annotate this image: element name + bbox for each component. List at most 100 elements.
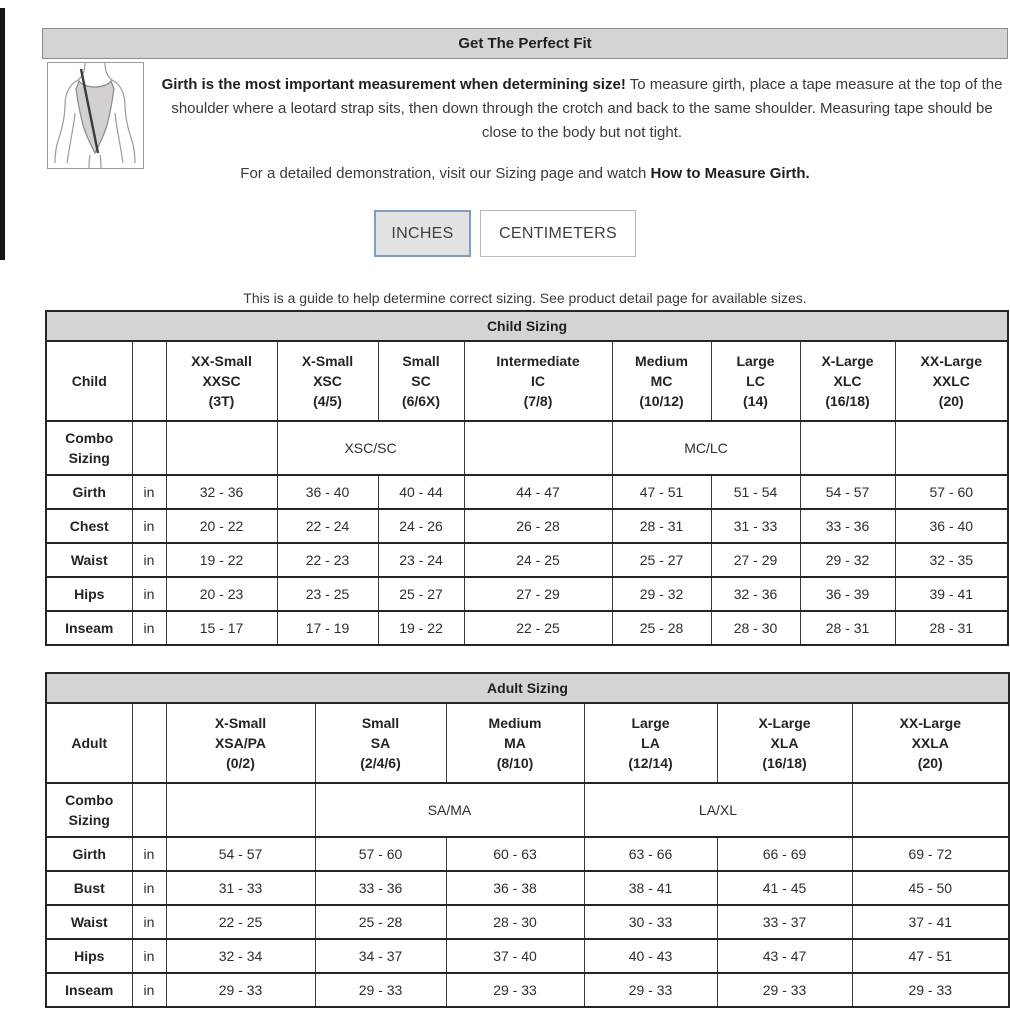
adult-value-cell: 32 - 34 <box>165 938 316 974</box>
adult-value-cell: 29 - 33 <box>314 972 447 1008</box>
child-size-column-header: XX-Small XXSC (3T) <box>165 340 278 422</box>
child-size-column-header: Large LC (14) <box>710 340 801 422</box>
girth-instructions: Girth is the most important measurement … <box>156 73 1008 145</box>
adult-unit-cell: in <box>131 870 167 906</box>
adult-value-cell: 31 - 33 <box>165 870 316 906</box>
adult-value-cell: 69 - 72 <box>851 836 1010 872</box>
child-value-cell: 32 - 36 <box>710 576 801 612</box>
child-value-cell: 32 - 35 <box>894 542 1009 578</box>
child-size-column-header: X-Small XSC (4/5) <box>276 340 379 422</box>
unit-toggle: INCHES CENTIMETERS <box>0 210 1010 257</box>
demo-line-text: For a detailed demonstration, visit our … <box>240 165 651 182</box>
adult-value-cell: 29 - 33 <box>165 972 316 1008</box>
child-size-column-header: Intermediate IC (7/8) <box>463 340 613 422</box>
child-value-cell: 39 - 41 <box>894 576 1009 612</box>
child-size-column-header: X-Large XLC (16/18) <box>799 340 896 422</box>
child-value-cell: 24 - 25 <box>463 542 613 578</box>
inches-button[interactable]: INCHES <box>374 210 471 257</box>
child-table-title: Child Sizing <box>45 310 1009 342</box>
girth-instructions-bold: Girth is the most important measurement … <box>161 76 626 93</box>
child-combo-sizing-label: Combo Sizing <box>45 420 133 476</box>
child-value-cell: 29 - 32 <box>799 542 896 578</box>
child-value-cell: 27 - 29 <box>710 542 801 578</box>
adult-value-cell: 43 - 47 <box>716 938 853 974</box>
page-title: Get The Perfect Fit <box>42 28 1008 59</box>
child-value-cell: 19 - 22 <box>377 610 465 646</box>
child-value-cell: 31 - 33 <box>710 508 801 544</box>
child-value-cell: 20 - 23 <box>165 576 278 612</box>
child-combo-cell <box>799 420 896 476</box>
child-size-column-header: Medium MC (10/12) <box>611 340 712 422</box>
adult-table-title: Adult Sizing <box>45 672 1010 704</box>
adult-combo-cell <box>851 782 1010 838</box>
adult-value-cell: 45 - 50 <box>851 870 1010 906</box>
sizing-guide-note: This is a guide to help determine correc… <box>243 290 807 306</box>
child-unit-cell: in <box>131 542 167 578</box>
child-combo-cell <box>165 420 278 476</box>
adult-size-column-header: X-Large XLA (16/18) <box>716 702 853 784</box>
adult-value-cell: 54 - 57 <box>165 836 316 872</box>
adult-value-cell: 37 - 40 <box>445 938 585 974</box>
child-combo-cell: MC/LC <box>611 420 801 476</box>
child-unit-header-cell <box>131 340 167 422</box>
adult-unit-cell: in <box>131 904 167 940</box>
adult-value-cell: 25 - 28 <box>314 904 447 940</box>
child-value-cell: 26 - 28 <box>463 508 613 544</box>
adult-row-label: Inseam <box>45 972 133 1008</box>
child-row-label: Chest <box>45 508 133 544</box>
adult-size-column-header: Small SA (2/4/6) <box>314 702 447 784</box>
child-value-cell: 23 - 24 <box>377 542 465 578</box>
child-value-cell: 51 - 54 <box>710 474 801 510</box>
adult-unit-cell: in <box>131 972 167 1008</box>
child-unit-cell: in <box>131 508 167 544</box>
child-row-label: Waist <box>45 542 133 578</box>
child-size-column-header: Small SC (6/6X) <box>377 340 465 422</box>
child-sizing-table-container: Child Sizing Child XX-Small XXSC (3T) X-Small… <box>45 310 1009 646</box>
child-unit-cell: in <box>131 576 167 612</box>
adult-value-cell: 22 - 25 <box>165 904 316 940</box>
child-value-cell: 33 - 36 <box>799 508 896 544</box>
child-unit-cell: in <box>131 474 167 510</box>
adult-value-cell: 33 - 36 <box>314 870 447 906</box>
child-value-cell: 20 - 22 <box>165 508 278 544</box>
adult-value-cell: 30 - 33 <box>583 904 718 940</box>
adult-value-cell: 60 - 63 <box>445 836 585 872</box>
adult-value-cell: 63 - 66 <box>583 836 718 872</box>
adult-value-cell: 29 - 33 <box>851 972 1010 1008</box>
adult-corner-label: Adult <box>45 702 133 784</box>
child-value-cell: 57 - 60 <box>894 474 1009 510</box>
child-sizing-table: Child Sizing Child XX-Small XXSC (3T) X-Small… <box>45 310 1009 646</box>
child-value-cell: 22 - 25 <box>463 610 613 646</box>
adult-value-cell: 29 - 33 <box>716 972 853 1008</box>
demo-line: For a detailed demonstration, visit our … <box>42 165 1008 182</box>
adult-value-cell: 66 - 69 <box>716 836 853 872</box>
child-value-cell: 25 - 28 <box>611 610 712 646</box>
adult-size-column-header: XX-Large XXLA (20) <box>851 702 1010 784</box>
child-value-cell: 19 - 22 <box>165 542 278 578</box>
child-size-column-header: XX-Large XXLC (20) <box>894 340 1009 422</box>
adult-combo-cell: SA/MA <box>314 782 585 838</box>
tape-measure-line <box>79 68 100 154</box>
child-value-cell: 29 - 32 <box>611 576 712 612</box>
page-edge-line <box>0 8 5 260</box>
demo-line-bold: How to Measure Girth. <box>650 165 810 182</box>
adult-combo-cell: LA/XL <box>583 782 853 838</box>
adult-combo-cell <box>165 782 316 838</box>
leotard-figure-icon <box>54 62 136 169</box>
adult-size-column-header: Medium MA (8/10) <box>445 702 585 784</box>
adult-value-cell: 33 - 37 <box>716 904 853 940</box>
child-value-cell: 23 - 25 <box>276 576 379 612</box>
child-combo-unit-cell <box>131 420 167 476</box>
child-row-label: Girth <box>45 474 133 510</box>
child-value-cell: 22 - 23 <box>276 542 379 578</box>
child-value-cell: 36 - 40 <box>276 474 379 510</box>
child-value-cell: 28 - 31 <box>894 610 1009 646</box>
child-value-cell: 28 - 30 <box>710 610 801 646</box>
adult-value-cell: 41 - 45 <box>716 870 853 906</box>
child-value-cell: 25 - 27 <box>611 542 712 578</box>
adult-value-cell: 36 - 38 <box>445 870 585 906</box>
centimeters-button[interactable]: CENTIMETERS <box>480 210 636 257</box>
child-value-cell: 44 - 47 <box>463 474 613 510</box>
child-value-cell: 22 - 24 <box>276 508 379 544</box>
child-value-cell: 27 - 29 <box>463 576 613 612</box>
